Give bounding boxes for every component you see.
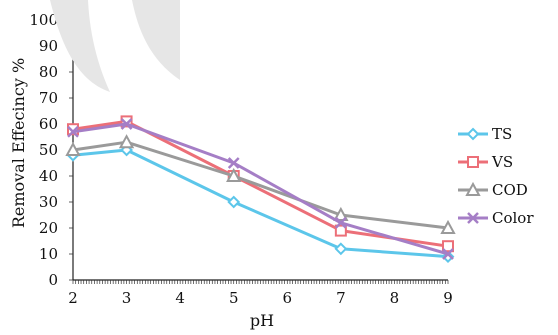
series-ts — [66, 143, 455, 264]
y-tick-label: 0 — [48, 271, 58, 289]
data-point-ts — [334, 242, 348, 256]
y-tick-label: 60 — [39, 115, 58, 133]
y-axis-title: Removal Effecincy % — [9, 58, 28, 228]
y-tick-label: 100 — [29, 11, 58, 29]
series-line-ts — [72, 148, 449, 259]
legend-item-ts: TS — [458, 125, 512, 143]
legend-item-cod: COD — [458, 181, 528, 199]
legend-marker-ts — [466, 127, 480, 141]
data-point-color — [442, 248, 454, 260]
legend-marker-cod — [465, 181, 481, 196]
y-tick-label: 50 — [39, 141, 58, 159]
data-point-color — [334, 216, 347, 229]
x-axis-title: pH — [250, 311, 274, 330]
x-tick-label: 6 — [283, 289, 293, 307]
series-cod — [65, 134, 456, 234]
legend-marker-vs — [467, 156, 479, 168]
legend-marker-color — [467, 212, 479, 224]
x-tick-label: 4 — [175, 289, 185, 307]
legend-label-cod: COD — [492, 181, 528, 199]
x-tick-label: 9 — [443, 289, 453, 307]
legend-item-color: Color — [458, 209, 534, 227]
y-tick-label: 30 — [39, 193, 58, 211]
x-tick-label: 5 — [229, 289, 239, 307]
data-point-cod — [118, 134, 135, 149]
legend: TS VS COD Color — [458, 125, 534, 227]
series-layer — [65, 115, 456, 264]
legend-label-ts: TS — [492, 125, 512, 143]
y-tick-label: 80 — [39, 63, 58, 81]
data-point-cod — [226, 167, 242, 182]
x-tick-label: 3 — [122, 289, 132, 307]
y-tick-label: 90 — [39, 37, 58, 55]
x-tick-label: 2 — [68, 289, 78, 307]
legend-label-vs: VS — [491, 153, 513, 171]
data-point-cod — [333, 206, 349, 221]
y-tick-label: 20 — [39, 219, 58, 237]
data-point-vs — [442, 240, 454, 253]
series-color — [67, 118, 454, 260]
x-tick-label: 8 — [390, 289, 400, 307]
data-point-vs — [334, 224, 347, 237]
y-tick-label: 10 — [39, 245, 58, 263]
y-tick-label: 40 — [39, 167, 58, 185]
data-point-cod — [65, 141, 81, 156]
data-point-color — [227, 157, 240, 169]
x-tick-label: 7 — [336, 289, 346, 307]
watermark-graphic — [50, 0, 180, 92]
y-tick-label: 70 — [39, 89, 58, 107]
data-point-ts — [227, 195, 241, 209]
data-point-cod — [440, 219, 456, 234]
data-point-vs — [120, 115, 133, 128]
data-point-color — [67, 125, 79, 138]
legend-label-color: Color — [492, 209, 534, 227]
data-point-color — [120, 118, 133, 130]
legend-item-vs: VS — [458, 153, 513, 171]
data-point-vs — [67, 123, 79, 136]
